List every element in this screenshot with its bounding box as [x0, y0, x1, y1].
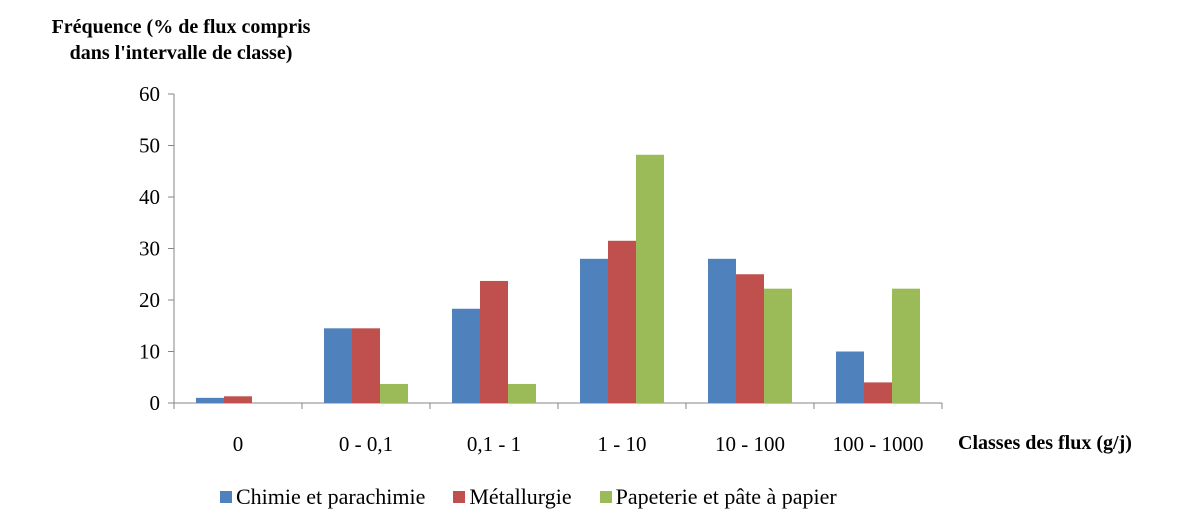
x-tick-label: 1 - 10: [598, 432, 647, 456]
bar: [636, 154, 664, 403]
y-tick-label: 20: [139, 288, 160, 312]
bar: [708, 258, 736, 403]
bar: [352, 328, 380, 403]
legend-item: Métallurgie: [453, 484, 572, 510]
y-tick-label: 60: [139, 82, 160, 106]
y-tick-label: 0: [150, 391, 161, 415]
legend-swatch: [599, 491, 612, 503]
bar: [608, 240, 636, 403]
y-tick-label: 10: [139, 340, 160, 364]
y-tick-label: 50: [139, 134, 160, 158]
x-axis-title: Classes des flux (g/j): [958, 432, 1132, 454]
bar: [480, 280, 508, 403]
bar: [836, 351, 864, 403]
legend-swatch: [453, 491, 466, 503]
bar: [580, 258, 608, 403]
bar: [892, 288, 920, 403]
bar: [324, 328, 352, 403]
y-axis-title-line1: Fréquence (% de flux compris: [51, 16, 311, 38]
legend-item: Chimie et parachimie: [220, 484, 425, 510]
bar: [452, 308, 480, 403]
legend-label: Chimie et parachimie: [236, 484, 426, 509]
bar: [196, 397, 224, 403]
legend-item: Papeterie et pâte à papier: [599, 484, 837, 510]
bar: [736, 274, 764, 403]
bar: [380, 383, 408, 403]
x-tick-label: 100 - 1000: [833, 432, 924, 456]
legend-label: Papeterie et pâte à papier: [615, 484, 837, 509]
x-tick-label: 10 - 100: [715, 432, 785, 456]
legend-swatch: [220, 491, 232, 503]
x-tick-label: 0: [233, 432, 244, 456]
y-axis-title-line2: dans l'intervalle de classe): [69, 42, 293, 64]
bar: [224, 396, 252, 403]
legend: Chimie et parachimie Métallurgie Papeterie…: [220, 484, 865, 510]
y-axis-title: Fréquence (% de flux compris dans l'inte…: [6, 14, 356, 66]
y-tick-label: 40: [139, 185, 160, 209]
bar: [508, 383, 536, 403]
bar: [864, 382, 892, 403]
x-tick-label: 0 - 0,1: [339, 432, 393, 456]
y-tick-label: 30: [139, 237, 160, 261]
bar: [764, 288, 792, 403]
x-tick-label: 0,1 - 1: [467, 432, 521, 456]
legend-label: Métallurgie: [469, 484, 572, 509]
